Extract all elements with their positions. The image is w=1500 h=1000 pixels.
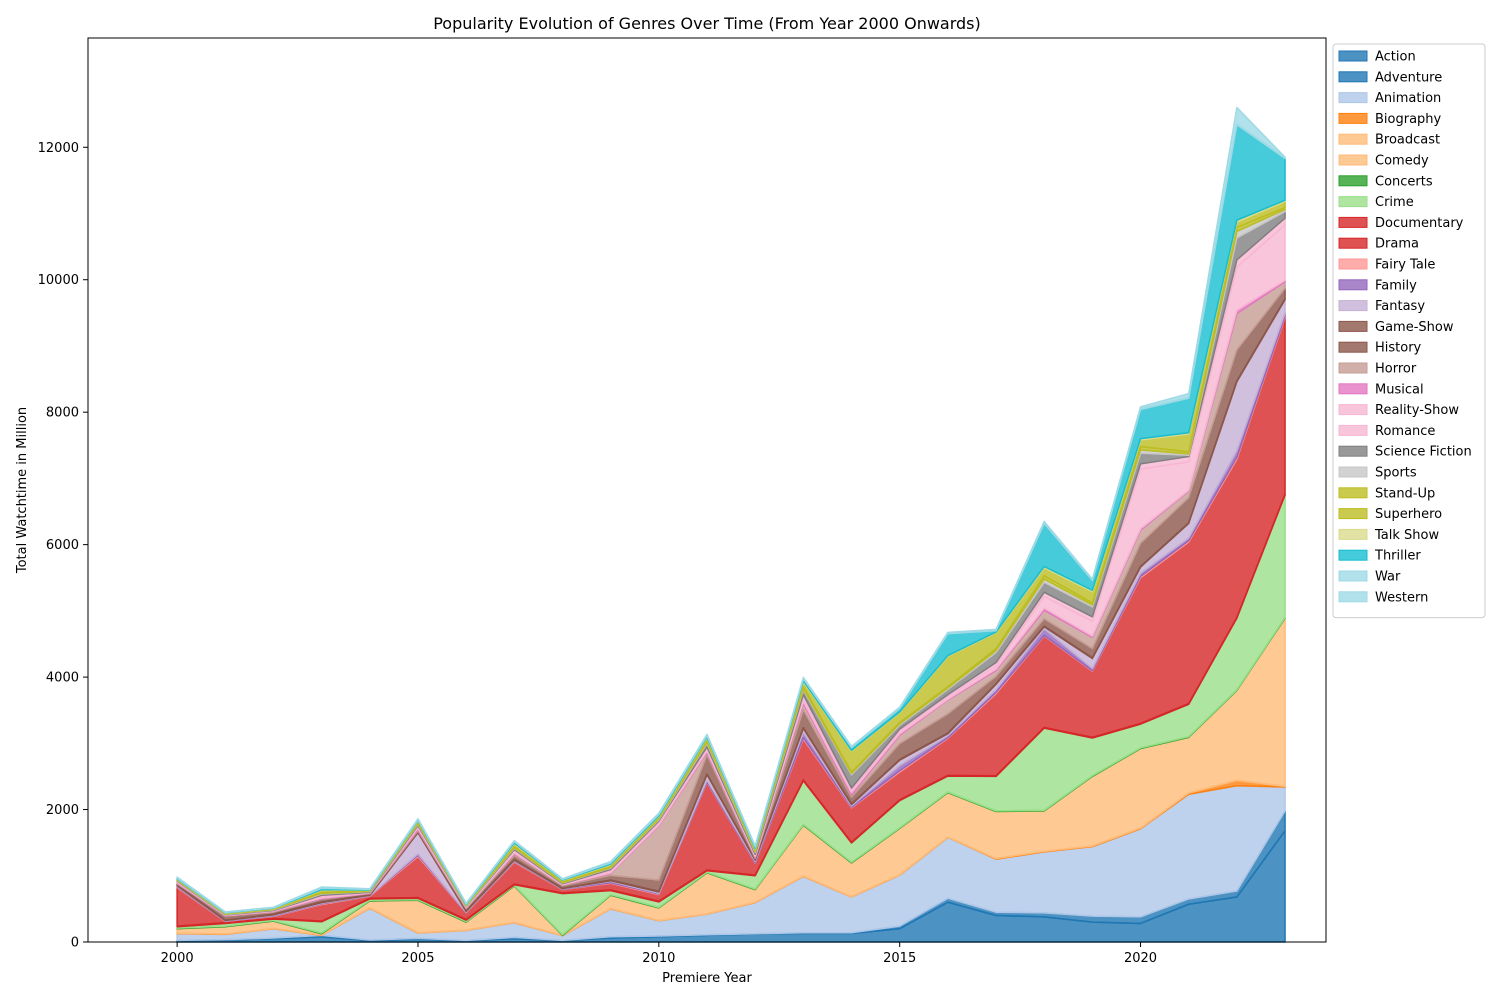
legend-label-fantasy: Fantasy [1375,299,1425,314]
legend-label-concerts: Concerts [1375,174,1433,189]
legend-label-animation: Animation [1375,91,1441,106]
y-axis-label: Total Watchtime in Million [15,407,30,574]
legend-swatch-broadcast [1338,133,1368,145]
legend-label-war: War [1375,570,1401,585]
y-tick-label: 0 [71,936,79,951]
legend-swatch-biography [1338,112,1368,124]
legend-swatch-romance [1338,424,1368,436]
y-axis-ticks: 0 2000 4000 6000 8000 10000 12000 [38,141,88,951]
legend-label-stand-up: Stand-Up [1375,486,1435,501]
x-axis-ticks: 2000 2005 2010 2015 2020 [161,942,1157,966]
legend-box [1332,43,1486,619]
legend-swatch-sports [1338,466,1368,478]
x-tick-label: 2000 [161,951,194,966]
legend-swatch-stand-up [1338,487,1368,499]
legend-swatch-history [1338,341,1368,353]
legend-swatch-animation [1338,92,1368,104]
legend-label-drama: Drama [1375,237,1419,252]
x-tick-label: 2010 [642,951,675,966]
legend-label-broadcast: Broadcast [1375,133,1440,148]
legend-swatch-war [1338,570,1368,582]
x-axis-label: Premiere Year [662,971,752,986]
legend-swatch-superhero [1338,508,1368,520]
legend-swatch-fairy-tale [1338,258,1368,270]
legend-swatch-science-fiction [1338,445,1368,457]
y-tick-label: 10000 [38,273,79,288]
legend-label-superhero: Superhero [1375,507,1442,522]
legend-label-biography: Biography [1375,112,1442,127]
chart-title: Popularity Evolution of Genres Over Time… [433,14,981,33]
legend-label-sports: Sports [1375,466,1417,481]
legend-label-comedy: Comedy [1375,154,1429,169]
legend: Action Adventure Animation Biography Broadca… [1332,43,1486,619]
legend-swatch-drama [1338,237,1368,249]
legend-label-romance: Romance [1375,424,1435,439]
legend-label-game-show: Game-Show [1375,320,1454,335]
legend-swatch-concerts [1338,175,1368,187]
legend-label-western: Western [1375,590,1428,605]
legend-swatch-thriller [1338,549,1368,561]
legend-label-history: History [1375,341,1422,356]
legend-swatch-fantasy [1338,300,1368,312]
legend-swatch-talk-show [1338,528,1368,540]
legend-swatch-western [1338,591,1368,603]
area-layers [176,106,1286,943]
legend-label-action: Action [1375,50,1416,65]
legend-swatch-horror [1338,362,1368,374]
legend-label-family: Family [1375,278,1417,293]
legend-label-reality-show: Reality-Show [1375,403,1459,418]
y-tick-label: 2000 [46,803,79,818]
x-tick-label: 2020 [1124,951,1157,966]
legend-label-science-fiction: Science Fiction [1375,445,1472,460]
legend-swatch-family [1338,279,1368,291]
y-tick-label: 6000 [46,538,79,553]
legend-label-musical: Musical [1375,382,1424,397]
legend-label-fairy-tale: Fairy Tale [1375,258,1435,273]
legend-label-talk-show: Talk Show [1374,528,1439,543]
legend-label-thriller: Thriller [1374,549,1421,564]
y-tick-label: 8000 [46,406,79,421]
area-western [176,106,1286,913]
legend-swatch-adventure [1338,71,1368,83]
legend-label-horror: Horror [1375,362,1417,377]
legend-swatch-reality-show [1338,404,1368,416]
legend-label-documentary: Documentary [1375,216,1464,231]
legend-label-crime: Crime [1375,195,1414,210]
y-tick-label: 4000 [46,671,79,686]
legend-label-adventure: Adventure [1375,70,1442,85]
legend-swatch-game-show [1338,320,1368,332]
legend-swatch-crime [1338,196,1368,208]
x-tick-label: 2015 [883,951,916,966]
legend-swatch-action [1338,50,1368,62]
legend-swatch-comedy [1338,154,1368,166]
x-tick-label: 2005 [401,951,434,966]
legend-swatch-musical [1338,383,1368,395]
plot-frame [87,37,1327,943]
y-tick-label: 12000 [38,141,79,156]
legend-swatch-documentary [1338,216,1368,228]
